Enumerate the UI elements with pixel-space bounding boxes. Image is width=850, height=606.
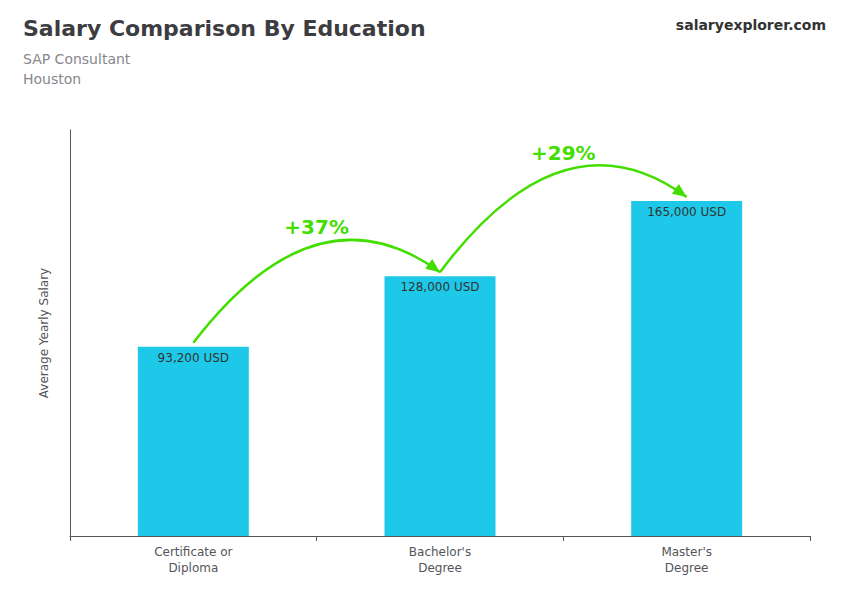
svg-text:Degree: Degree: [418, 561, 462, 575]
svg-text:salaryexplorer.com: salaryexplorer.com: [676, 17, 826, 33]
svg-text:Degree: Degree: [665, 561, 709, 575]
svg-text:+37%: +37%: [284, 215, 349, 239]
svg-text:93,200 USD: 93,200 USD: [158, 351, 229, 365]
svg-text:SAP Consultant: SAP Consultant: [23, 51, 131, 67]
svg-text:Average Yearly Salary: Average Yearly Salary: [37, 268, 51, 398]
svg-text:Houston: Houston: [23, 71, 81, 87]
svg-text:Bachelor's: Bachelor's: [409, 545, 471, 559]
svg-text:+29%: +29%: [531, 141, 596, 165]
svg-text:Certificate or: Certificate or: [154, 545, 232, 559]
svg-text:165,000 USD: 165,000 USD: [647, 205, 726, 219]
svg-text:128,000 USD: 128,000 USD: [400, 280, 479, 294]
svg-text:Salary Comparison By Education: Salary Comparison By Education: [23, 16, 426, 41]
svg-text:Diploma: Diploma: [168, 561, 218, 575]
svg-text:Master's: Master's: [661, 545, 712, 559]
